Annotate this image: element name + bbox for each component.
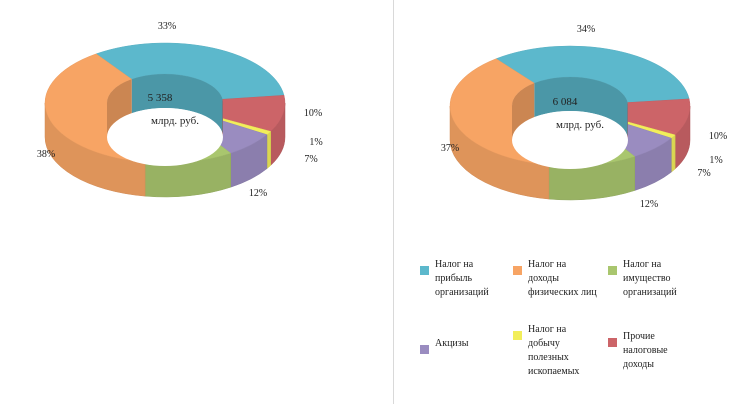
slice-inner-wall [131,73,223,134]
donut-hole [107,108,223,166]
slice-inner-wall [512,83,535,140]
data-label: 37% [441,143,459,154]
legend-item-other-taxes: Прочие налоговые доходы [608,330,693,372]
legend-label: Прочие налоговые доходы [623,331,668,370]
legend-label: Налог на прибыль организаций [435,259,489,298]
data-label: 10% [709,131,727,142]
data-label: 38% [37,149,55,160]
slice-inner-wall [534,76,628,137]
center-unit: млрд. руб. [151,115,199,127]
data-label: 1% [709,155,722,166]
data-label: 7% [304,154,317,165]
divider [393,0,394,404]
legend-swatch [513,266,522,275]
legend-swatch [420,345,429,354]
legend-label: Налог на добычу полезных ископаемых [528,324,580,377]
slice-wall [671,134,676,173]
legend-label: Налог на имущество организаций [623,259,677,298]
legend-swatch [513,331,522,340]
donut-chart-2: 6 084 млрд. руб. 34% 10% 1% 7% 12% 37% [441,24,727,210]
donut-chart-1: 5 358 млрд. руб. 33% 10% 1% 7% 12% 38% [37,21,323,199]
center-total: 5 358 [148,92,173,104]
data-label: 1% [309,137,322,148]
inner-walls [107,73,223,137]
legend-swatch [420,266,429,275]
data-label: 12% [249,188,267,199]
slice-1 [495,45,690,103]
data-label: 10% [304,108,322,119]
data-label: 34% [577,24,595,35]
data-label: 12% [640,199,658,210]
legend-swatch [608,266,617,275]
legend-item-mineral-tax: Налог на добычу полезных ископаемых [513,323,598,379]
legend-label: Налог на доходы физических лиц [528,259,597,298]
legend-swatch [608,338,617,347]
center-total: 6 084 [553,96,578,108]
legend-label: Акцизы [435,338,469,349]
legend-item-profit-tax: Налог на прибыль организаций [420,258,505,300]
slice-wall [266,130,271,170]
data-label: 33% [158,21,176,32]
slice-inner-wall [107,79,132,137]
legend-item-income-tax: Налог на доходы физических лиц [513,258,598,300]
center-unit: млрд. руб. [556,119,604,131]
donut-hole [512,111,628,169]
legend-item-property-tax: Налог на имущество организаций [608,258,693,300]
data-label: 7% [697,168,710,179]
inner-walls [512,76,628,140]
legend-item-excise: Акцизы [420,337,505,354]
